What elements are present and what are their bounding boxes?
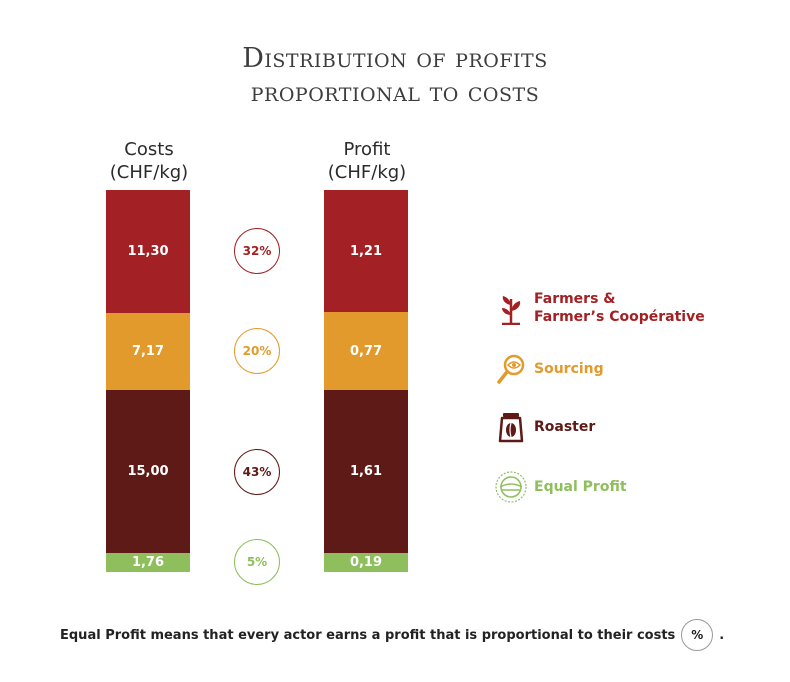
costs-header-line-1: Costs [124,139,174,160]
cost-label-roaster: 15,00 [127,464,169,480]
profit-segment-farmers: 1,21 [324,190,408,313]
profit-segment-equal_profit: 0,19 [324,552,408,572]
magnifier-eye-icon [494,352,528,386]
share-circle-sourcing: 20% [234,328,280,375]
legend-sourcing: Sourcing [494,352,604,386]
costs-header: Costs (CHF/kg) [104,138,194,184]
coffee-bag-icon [494,410,528,444]
profit-stacked-bar: 1,21 0,77 1,61 0,19 [324,190,408,572]
legend-equal-profit: Equal Profit [494,470,627,504]
cost-label-sourcing: 7,17 [131,343,165,359]
profit-label-equal_profit: 0,19 [349,554,383,570]
cost-segment-farmers: 11,30 [106,190,190,313]
cost-label-farmers: 11,30 [127,243,169,259]
title-line-1: Distribution of profits [242,43,548,74]
costs-header-line-2: (CHF/kg) [109,162,189,183]
legend-equal-profit-label: Equal Profit [534,479,627,495]
profit-header-line-2: (CHF/kg) [327,162,407,183]
legend-farmers-label: Farmers & Farmer’s Coopérative [534,290,705,326]
cost-label-equal_profit: 1,76 [131,554,165,570]
title-line-2: proportional to costs [250,77,540,108]
profit-header-line-1: Profit [343,139,391,160]
profit-label-roaster: 1,61 [349,463,383,479]
chart-title: Distribution of profits proportional to … [0,42,790,110]
share-circle-equal_profit: 5% [234,539,280,586]
share-circle-roaster: 43% [234,448,280,495]
cost-segment-sourcing: 7,17 [106,312,190,391]
profit-segment-roaster: 1,61 [324,390,408,553]
equal-profit-seal-icon [494,470,528,504]
profit-label-farmers: 1,21 [349,243,383,259]
legend-roaster: Roaster [494,410,595,444]
costs-stacked-bar: 11,30 7,17 15,00 1,76 [106,190,190,572]
footer-note: Equal Profit means that every actor earn… [60,618,724,652]
legend-farmers-line-1: Farmers & [534,291,616,307]
footer-end: . [719,627,725,643]
profit-header: Profit (CHF/kg) [320,138,414,184]
profit-label-sourcing: 0,77 [349,343,383,359]
legend-roaster-label: Roaster [534,419,596,435]
profit-segment-sourcing: 0,77 [324,312,408,391]
cost-segment-equal_profit: 1,76 [106,552,190,572]
cost-segment-roaster: 15,00 [106,390,190,553]
legend-sourcing-label: Sourcing [534,361,604,377]
legend-farmers: Farmers & Farmer’s Coopérative [494,290,705,326]
legend-farmers-line-2: Farmer’s Coopérative [534,309,705,325]
share-circle-farmers: 32% [234,228,280,275]
percent-symbol: % [681,619,714,651]
plant-icon [494,291,528,325]
footer-text: Equal Profit means that every actor earn… [60,627,676,643]
